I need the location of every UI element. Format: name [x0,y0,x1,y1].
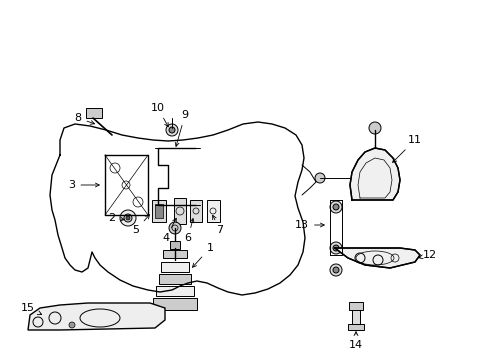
Text: 12: 12 [418,250,436,260]
Text: 15: 15 [21,303,41,315]
Circle shape [329,264,341,276]
Circle shape [169,222,181,234]
Circle shape [126,216,130,220]
Bar [155,204,163,218]
Bar [206,200,220,222]
Text: 6: 6 [184,219,194,243]
Text: 13: 13 [294,220,324,230]
Text: 4: 4 [162,218,176,243]
Circle shape [332,204,338,210]
Text: 14: 14 [348,332,362,350]
Bar [351,310,359,324]
Bar [153,298,197,310]
Bar [159,274,191,284]
Text: 3: 3 [68,180,99,190]
Bar [174,198,185,224]
Circle shape [69,322,75,328]
Bar [161,262,189,272]
Circle shape [120,210,136,226]
Circle shape [124,214,132,222]
Bar [170,241,180,249]
Circle shape [314,173,325,183]
Text: 8: 8 [74,113,94,124]
Text: 9: 9 [175,110,188,147]
Bar [163,250,186,258]
Text: 7: 7 [212,215,223,235]
Circle shape [169,127,175,133]
Bar [190,200,202,222]
Bar [348,302,362,310]
Text: 5: 5 [132,215,149,235]
Text: 10: 10 [151,103,168,127]
Polygon shape [334,248,419,268]
Circle shape [332,267,338,273]
Polygon shape [349,148,399,200]
Circle shape [329,242,341,254]
Circle shape [368,122,380,134]
Text: 2: 2 [108,213,124,223]
Bar [152,200,165,222]
Text: 1: 1 [192,243,213,267]
Circle shape [165,124,178,136]
Bar [156,286,194,296]
Bar [86,108,102,118]
Circle shape [329,201,341,213]
Circle shape [332,245,338,251]
Bar [347,324,363,330]
Polygon shape [28,303,164,330]
Text: 11: 11 [392,135,421,162]
